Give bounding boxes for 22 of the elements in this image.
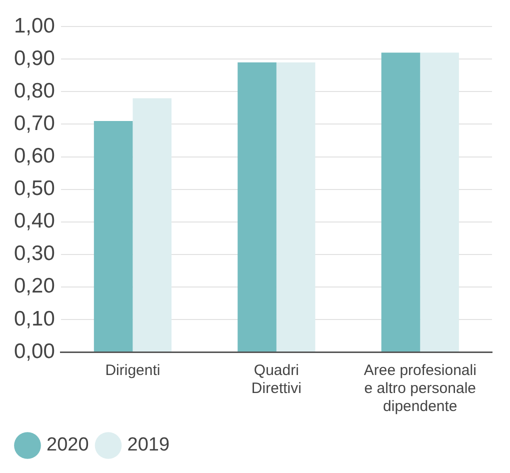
bar bbox=[238, 62, 276, 352]
y-tick-label: 0,20 bbox=[14, 274, 55, 298]
y-tick-label: 0,60 bbox=[14, 144, 55, 168]
y-tick-label: 0,50 bbox=[14, 177, 55, 200]
x-tick-label: Quadri Direttivi bbox=[251, 362, 302, 398]
y-tick-label: 0,70 bbox=[14, 112, 55, 136]
x-tick-label: Dirigenti bbox=[105, 362, 160, 380]
y-tick-label: 0,00 bbox=[14, 340, 55, 363]
y-tick-label: 0,90 bbox=[14, 46, 55, 70]
y-tick-label: 0,40 bbox=[14, 210, 55, 233]
legend-label: 2019 bbox=[127, 434, 170, 456]
y-tick-label: 0,30 bbox=[14, 242, 55, 266]
y-tick-label: 0,10 bbox=[14, 307, 55, 330]
x-tick-label: Aree profesionali e altro personale dipendente bbox=[364, 362, 476, 416]
bar bbox=[420, 52, 459, 352]
bar bbox=[381, 52, 420, 352]
bar bbox=[276, 62, 316, 352]
legend-label: 2020 bbox=[46, 434, 89, 456]
y-tick-label: 1,00 bbox=[14, 14, 55, 38]
bar bbox=[132, 98, 172, 352]
bar bbox=[94, 120, 133, 352]
y-tick-label: 0,80 bbox=[14, 79, 55, 102]
